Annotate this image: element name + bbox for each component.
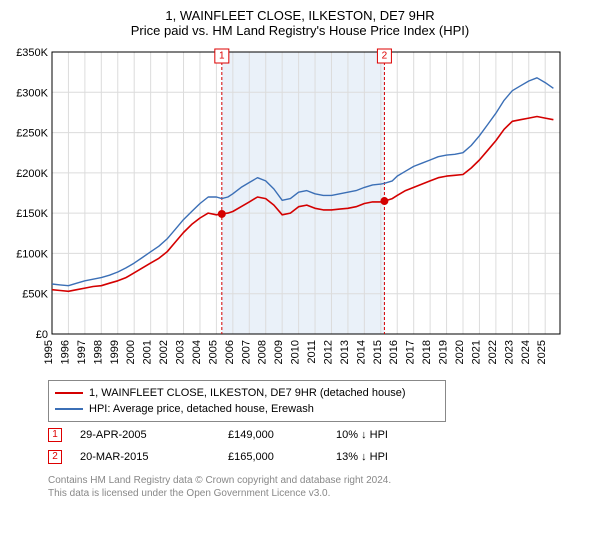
svg-text:£350K: £350K [16,47,48,59]
chart-title-subtitle: Price paid vs. HM Land Registry's House … [10,23,590,38]
svg-text:2020: 2020 [454,340,466,364]
svg-text:2002: 2002 [158,340,170,364]
event-price: £165,000 [228,446,318,468]
event-marker-icon: 1 [48,428,62,442]
events-table: 1 29-APR-2005 £149,000 10% ↓ HPI 2 20-MA… [48,424,590,468]
svg-text:2003: 2003 [175,340,187,364]
svg-text:2016: 2016 [388,340,400,364]
svg-text:2000: 2000 [125,340,137,364]
footer-attribution: Contains HM Land Registry data © Crown c… [48,474,590,500]
svg-text:2015: 2015 [372,340,384,364]
svg-text:2006: 2006 [224,340,236,364]
svg-text:2022: 2022 [487,340,499,364]
svg-text:2012: 2012 [322,340,334,364]
svg-text:1999: 1999 [109,340,121,364]
event-row: 2 20-MAR-2015 £165,000 13% ↓ HPI [48,446,590,468]
svg-text:1: 1 [219,51,225,62]
event-diff: 10% ↓ HPI [336,424,388,446]
event-marker-icon: 2 [48,450,62,464]
svg-text:2: 2 [382,51,388,62]
event-date: 29-APR-2005 [80,424,210,446]
event-price: £149,000 [228,424,318,446]
legend-item: HPI: Average price, detached house, Erew… [55,401,439,417]
svg-text:1998: 1998 [92,340,104,364]
chart-title-block: 1, WAINFLEET CLOSE, ILKESTON, DE7 9HR Pr… [10,8,590,38]
svg-text:£100K: £100K [16,248,48,260]
svg-text:2017: 2017 [405,340,417,364]
event-row: 1 29-APR-2005 £149,000 10% ↓ HPI [48,424,590,446]
legend-item: 1, WAINFLEET CLOSE, ILKESTON, DE7 9HR (d… [55,385,439,401]
svg-text:£50K: £50K [22,289,48,301]
svg-text:£0: £0 [36,329,48,341]
event-diff: 13% ↓ HPI [336,446,388,468]
svg-text:2023: 2023 [503,340,515,364]
svg-text:2014: 2014 [355,340,367,364]
svg-text:2009: 2009 [273,340,285,364]
svg-text:2019: 2019 [438,340,450,364]
svg-text:2008: 2008 [257,340,269,364]
svg-text:2004: 2004 [191,340,203,364]
svg-text:2025: 2025 [536,340,548,364]
svg-text:£300K: £300K [16,87,48,99]
svg-text:£200K: £200K [16,168,48,180]
chart-title-address: 1, WAINFLEET CLOSE, ILKESTON, DE7 9HR [10,8,590,23]
legend-swatch-line [55,392,83,394]
svg-text:2005: 2005 [207,340,219,364]
svg-text:2018: 2018 [421,340,433,364]
legend-label: HPI: Average price, detached house, Erew… [89,401,314,417]
svg-text:1997: 1997 [76,340,88,364]
chart-area: £0 £50K £100K £150K £200K £250K £300K £350K 1995… [10,44,590,374]
svg-text:£150K: £150K [16,208,48,220]
legend-label: 1, WAINFLEET CLOSE, ILKESTON, DE7 9HR (d… [89,385,405,401]
svg-text:2007: 2007 [240,340,252,364]
svg-text:2010: 2010 [290,340,302,364]
event-date: 20-MAR-2015 [80,446,210,468]
svg-text:2001: 2001 [142,340,154,364]
footer-line: Contains HM Land Registry data © Crown c… [48,474,590,487]
legend: 1, WAINFLEET CLOSE, ILKESTON, DE7 9HR (d… [48,380,446,422]
svg-text:1995: 1995 [43,340,55,364]
line-chart-svg: £0 £50K £100K £150K £200K £250K £300K £350K 1995… [10,44,570,374]
footer-line: This data is licensed under the Open Gov… [48,487,590,500]
svg-text:1996: 1996 [59,340,71,364]
svg-text:2013: 2013 [339,340,351,364]
svg-text:£250K: £250K [16,128,48,140]
svg-text:2011: 2011 [306,340,318,364]
svg-text:2024: 2024 [520,340,532,364]
legend-swatch-line [55,408,83,410]
svg-text:2021: 2021 [470,340,482,364]
